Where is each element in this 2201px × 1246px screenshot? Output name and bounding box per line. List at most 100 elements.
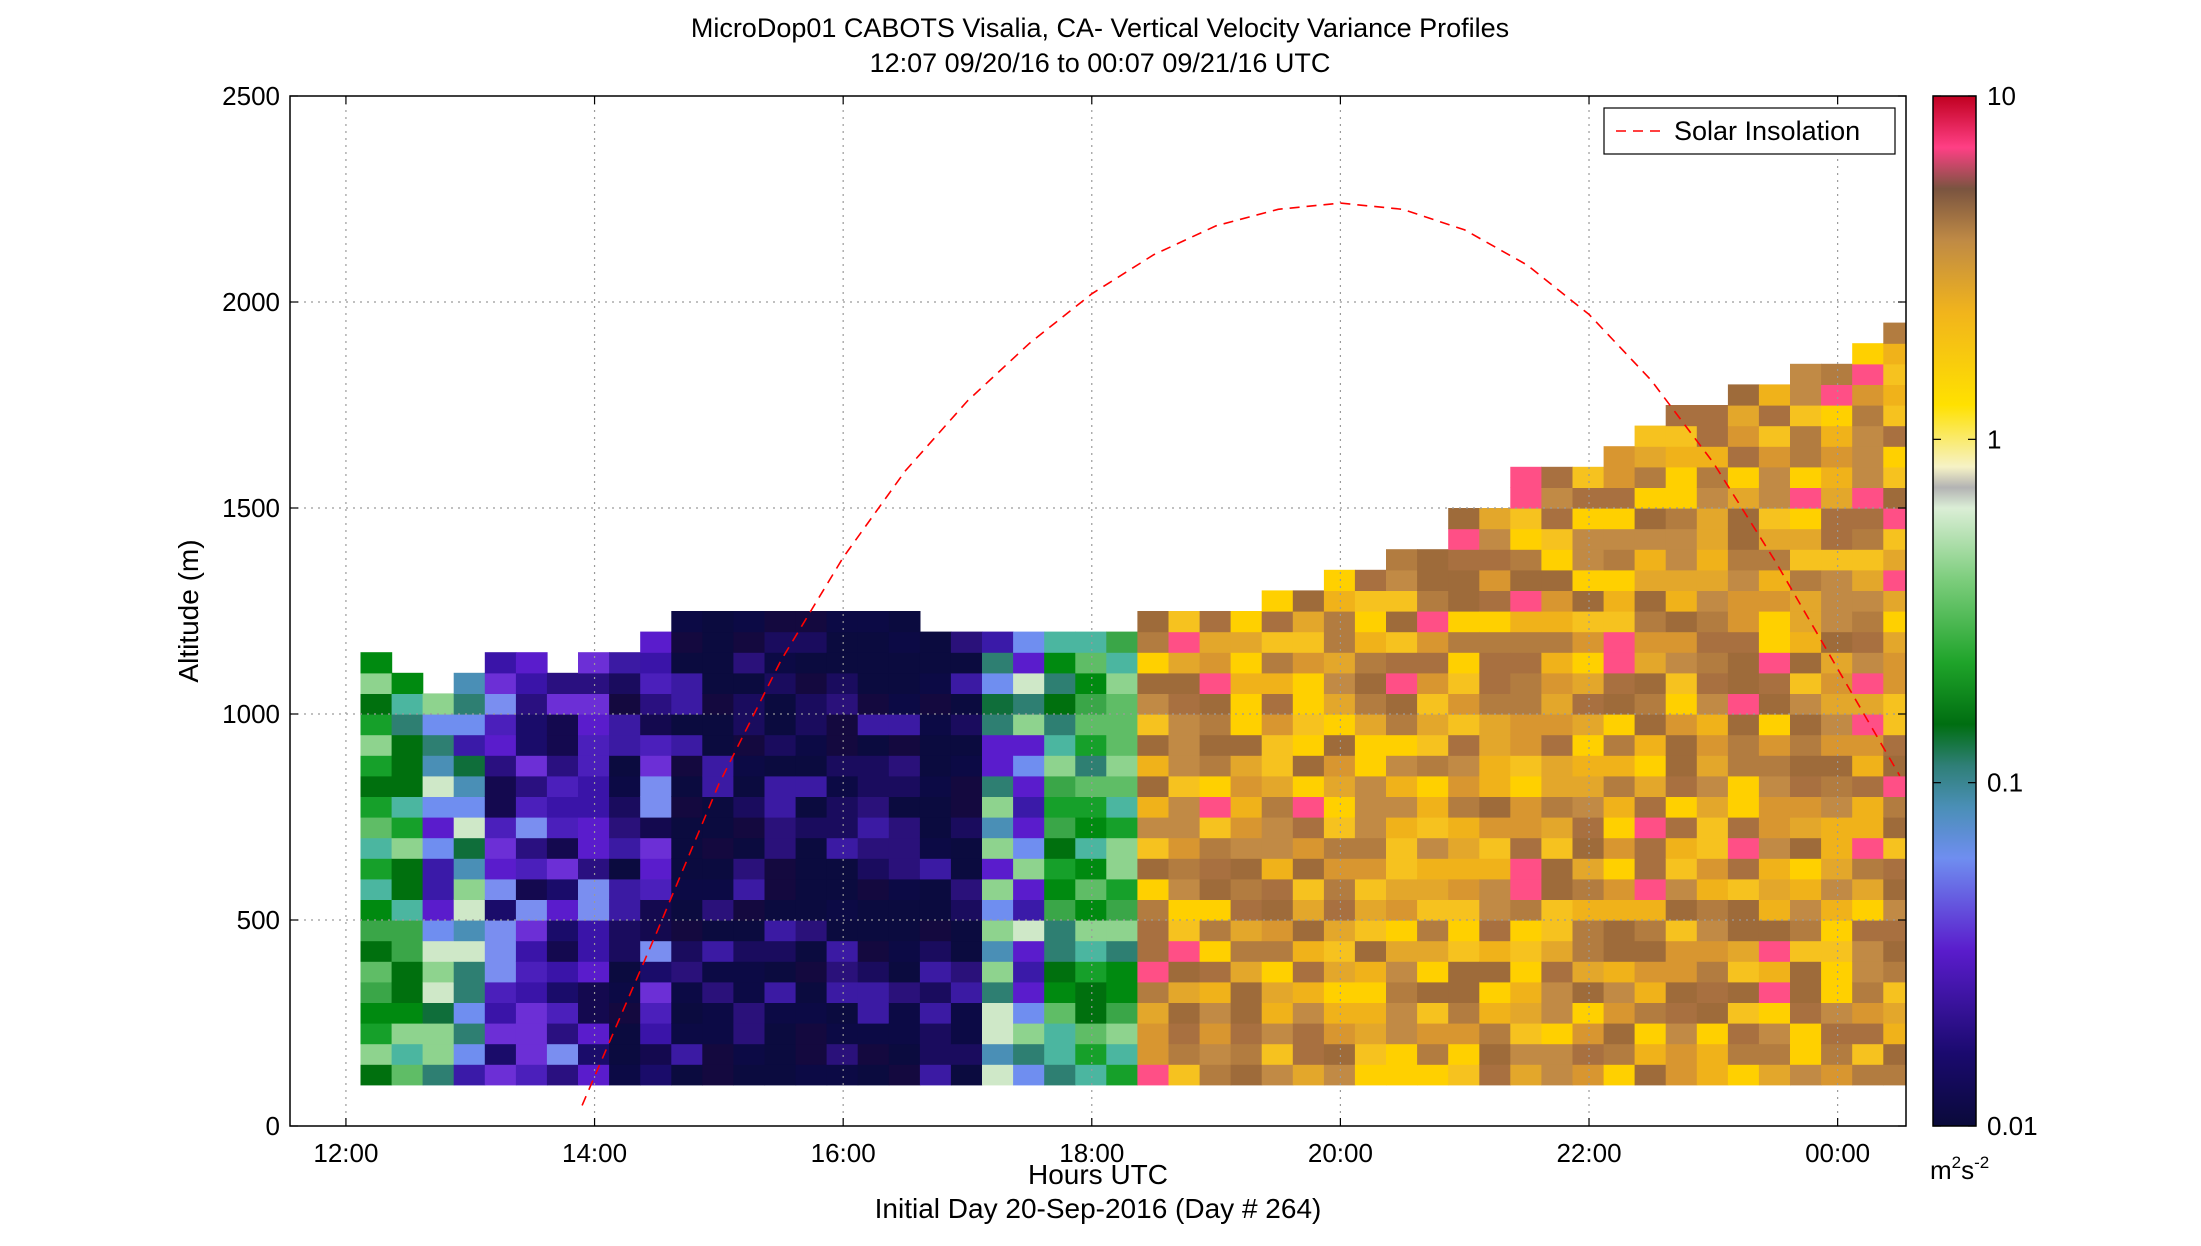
heatmap-cell [1106, 1064, 1138, 1086]
heatmap-cell [609, 981, 641, 1003]
heatmap-cell [1354, 714, 1387, 736]
heatmap-cell [1292, 1043, 1325, 1065]
heatmap-cell [1013, 1023, 1045, 1045]
heatmap-cell [702, 817, 734, 839]
heatmap-cell [1790, 755, 1822, 777]
heatmap-cell [857, 1002, 890, 1024]
heatmap-cell [671, 1002, 703, 1024]
heatmap-cell [1137, 837, 1170, 859]
heatmap-cell [1386, 878, 1418, 900]
heatmap-cell [453, 796, 486, 818]
heatmap-cell [484, 652, 517, 674]
heatmap-cell [1572, 878, 1605, 900]
heatmap-cell [1106, 796, 1138, 818]
heatmap-cell [1044, 817, 1076, 839]
heatmap-cell [1603, 611, 1636, 633]
heatmap-cell [826, 775, 859, 797]
heatmap-cell [1417, 755, 1449, 777]
heatmap-cell [1199, 775, 1232, 797]
heatmap-cell [1821, 672, 1853, 694]
heatmap-cell [671, 920, 703, 942]
heatmap-cell [1417, 714, 1449, 736]
heatmap-cell [2008, 838, 2040, 859]
heatmap-cell [982, 631, 1014, 653]
heatmap-cell [1261, 734, 1294, 756]
heatmap-cell [764, 693, 797, 715]
heatmap-cell [702, 858, 734, 880]
heatmap-cell [609, 961, 641, 983]
heatmap-cell [484, 714, 517, 736]
heatmap-cell [1044, 1023, 1076, 1045]
heatmap-cell [1758, 940, 1791, 962]
heatmap-cell [1044, 755, 1076, 777]
heatmap-cell [1541, 672, 1574, 694]
heatmap-cell [1883, 775, 1906, 797]
heatmap-cell [1541, 466, 1574, 488]
legend: Solar Insolation [1603, 107, 1896, 155]
heatmap-cell [1106, 920, 1138, 942]
heatmap-cell [1479, 1023, 1511, 1045]
heatmap-cell [888, 920, 921, 942]
heatmap-cell [888, 1023, 921, 1045]
heatmap-cell [1137, 1023, 1170, 1045]
heatmap-cell [1448, 1023, 1480, 1045]
heatmap-cell [1386, 1043, 1418, 1065]
heatmap-cell [1448, 693, 1480, 715]
heatmap-cell [1977, 529, 2009, 550]
heatmap-cell [826, 858, 859, 880]
heatmap-cell [857, 775, 890, 797]
heatmap-cell [671, 755, 703, 777]
heatmap-cell [1386, 858, 1418, 880]
heatmap-cell [1386, 549, 1418, 571]
heatmap-cell [453, 1002, 486, 1024]
heatmap-cell [2039, 776, 2071, 797]
heatmap-cell [1758, 755, 1791, 777]
heatmap-cell [1634, 446, 1667, 468]
heatmap-cell [2008, 961, 2040, 982]
heatmap-cell [546, 981, 579, 1003]
y-tick-label: 2500 [222, 81, 280, 111]
heatmap-cell [1634, 837, 1667, 859]
heatmap-cell [1448, 549, 1480, 571]
heatmap-cell [640, 981, 672, 1003]
heatmap-cell [1354, 1023, 1387, 1045]
heatmap-cell [2039, 1044, 2071, 1065]
heatmap-cell [1354, 858, 1387, 880]
heatmap-cell [1821, 508, 1853, 530]
heatmap-cell [1386, 569, 1418, 591]
heatmap-cell [826, 878, 859, 900]
heatmap-cell [1852, 1043, 1884, 1065]
heatmap-cell [1572, 611, 1605, 633]
heatmap-cell [671, 1023, 703, 1045]
heatmap-cell [1665, 817, 1698, 839]
heatmap-cell [1354, 878, 1387, 900]
heatmap-cell [1292, 961, 1325, 983]
heatmap-cell [1758, 1023, 1791, 1045]
heatmap-cell [1727, 405, 1760, 427]
heatmap-cell [1137, 817, 1170, 839]
heatmap-cell [1603, 446, 1636, 468]
heatmap-cell [1696, 775, 1729, 797]
heatmap-cell [702, 1023, 734, 1045]
heatmap-cell [391, 672, 424, 694]
heatmap-cell [1448, 920, 1480, 942]
heatmap-cell [1230, 1002, 1263, 1024]
heatmap-cell [671, 1064, 703, 1086]
heatmap-cell [2008, 632, 2040, 653]
heatmap-cell [1354, 981, 1387, 1003]
heatmap-cell [1354, 590, 1387, 612]
heatmap-cell [702, 611, 734, 633]
heatmap-cell [609, 899, 641, 921]
heatmap-cell [1821, 775, 1853, 797]
heatmap-cell [1821, 837, 1853, 859]
heatmap-cell [578, 858, 610, 880]
heatmap-cell [888, 714, 921, 736]
heatmap-cell [764, 817, 797, 839]
heatmap-cell [1821, 693, 1853, 715]
heatmap-cell [1261, 755, 1294, 777]
heatmap-cell [1665, 652, 1698, 674]
heatmap-cell [1790, 961, 1822, 983]
heatmap-cell [857, 796, 890, 818]
heatmap-cell [422, 1043, 455, 1065]
heatmap-cell [919, 734, 952, 756]
